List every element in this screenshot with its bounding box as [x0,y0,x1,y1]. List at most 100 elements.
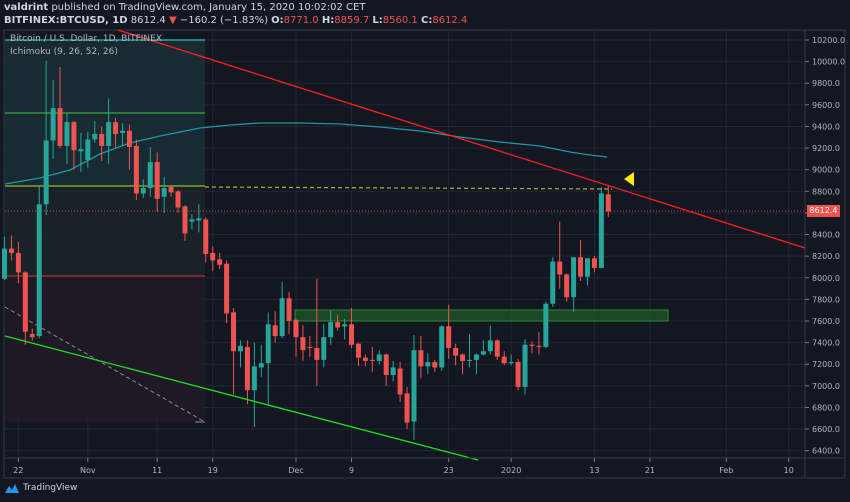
candle[interactable] [189,213,195,230]
moving-average-line[interactable] [4,122,608,185]
candle[interactable] [2,236,8,280]
candle[interactable] [487,325,493,355]
candle[interactable] [432,359,438,372]
series-legend[interactable]: Bitcoin / U.S. Dollar, 1D, BITFINEX [10,34,162,44]
support-zone[interactable] [294,309,669,322]
candle[interactable] [210,246,216,272]
candle[interactable] [564,273,570,302]
candle[interactable] [501,351,507,366]
candle[interactable] [529,341,535,354]
candle[interactable] [460,353,466,374]
candle[interactable] [147,146,153,197]
candle[interactable] [314,278,320,386]
candle[interactable] [494,339,500,360]
candle[interactable] [578,239,584,281]
candle[interactable] [522,339,528,395]
candle[interactable] [508,354,514,366]
candle[interactable] [453,343,459,366]
candle[interactable] [425,353,431,374]
candle[interactable] [272,311,278,343]
candle[interactable] [383,353,389,386]
candle[interactable] [571,257,577,313]
candle[interactable] [335,314,341,331]
candle[interactable] [349,308,355,348]
candle[interactable] [8,235,14,261]
candle[interactable] [355,342,361,367]
candle[interactable] [43,60,49,216]
candle[interactable] [244,340,250,405]
time-axis[interactable]: 22 Nov 11 19 Dec 9 23 2020 13 21 Feb 10 [13,458,794,475]
candle[interactable] [251,342,257,427]
candle[interactable] [390,360,396,382]
candle[interactable] [231,308,237,395]
candle[interactable] [591,256,597,273]
candle[interactable] [15,242,21,284]
candle[interactable] [85,131,91,168]
candle[interactable] [237,340,243,368]
candle[interactable] [71,121,77,170]
candle[interactable] [286,291,292,334]
candle[interactable] [154,152,160,212]
candle[interactable] [293,318,299,357]
footer-brand[interactable]: TradingView [23,483,78,493]
candle[interactable] [536,331,542,355]
candle[interactable] [467,333,472,368]
candle[interactable] [397,362,403,403]
candle[interactable] [92,121,98,143]
candle[interactable] [307,336,313,357]
candle[interactable] [120,123,125,146]
candle[interactable] [446,304,452,359]
candle[interactable] [418,336,424,379]
candle[interactable] [182,205,188,242]
candle[interactable] [598,186,604,269]
candle[interactable] [557,221,563,289]
candle[interactable] [321,324,327,368]
candle[interactable] [480,340,486,356]
candle[interactable] [29,328,35,341]
candle[interactable] [473,353,479,374]
candle[interactable] [22,271,28,345]
entry-extension-line[interactable] [204,186,613,190]
candle[interactable] [362,354,368,367]
candle[interactable] [78,132,84,172]
candle[interactable] [168,184,174,197]
author-name[interactable]: valdrint [4,2,49,13]
candle[interactable] [106,98,112,165]
candle[interactable] [550,257,556,307]
candle[interactable] [369,346,375,372]
candle[interactable] [300,325,306,361]
candle[interactable] [140,179,146,198]
candle[interactable] [584,258,590,286]
candle[interactable] [279,282,285,339]
candle[interactable] [543,301,549,348]
candle[interactable] [439,325,445,371]
descending-support-trendline[interactable] [4,335,479,461]
candle-body [390,367,396,376]
candle[interactable] [50,79,56,159]
candle[interactable] [605,184,611,218]
candle[interactable] [404,386,410,430]
candle[interactable] [175,190,181,213]
candle[interactable] [258,344,264,378]
candle[interactable] [36,185,42,339]
candle[interactable] [224,260,230,324]
candle[interactable] [196,204,202,233]
candle[interactable] [265,312,271,405]
indicator-legend[interactable]: Ichimoku (9, 26, 52, 26) [10,47,118,57]
candle[interactable] [161,177,167,213]
candle[interactable] [99,126,105,162]
candle[interactable] [217,252,223,270]
candle[interactable] [126,124,132,170]
candle[interactable] [342,318,348,340]
candle[interactable] [328,310,334,345]
candle[interactable] [203,217,209,263]
candle[interactable] [113,117,119,149]
candle[interactable] [64,113,70,165]
descending-resistance-trendline[interactable] [117,29,806,249]
candle[interactable] [376,350,382,365]
candle[interactable] [411,335,417,440]
candle[interactable] [515,358,521,391]
candle[interactable] [133,139,139,200]
candle[interactable] [57,67,63,149]
